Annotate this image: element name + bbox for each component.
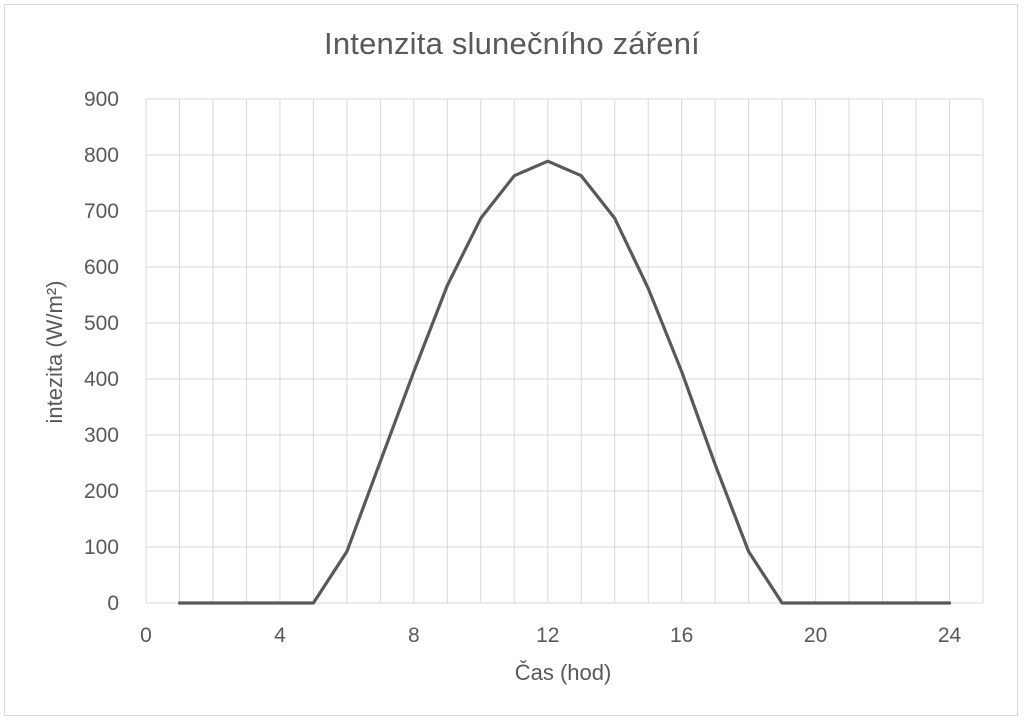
y-tick-label: 200: [84, 480, 119, 503]
y-tick-label: 600: [84, 256, 119, 279]
x-tick-label: 4: [274, 624, 286, 647]
x-tick-label: 16: [670, 624, 693, 647]
x-axis-tick-labels: 0 4 8 12 16 20 24: [140, 624, 961, 647]
x-tick-label: 12: [536, 624, 559, 647]
grid-lines: [145, 98, 984, 604]
x-tick-label: 0: [140, 624, 152, 647]
y-tick-label: 100: [84, 536, 119, 559]
y-tick-label: 700: [84, 200, 119, 223]
x-tick-label: 20: [804, 624, 827, 647]
y-tick-label: 800: [84, 144, 119, 167]
x-axis-title: Čas (hod): [515, 660, 612, 685]
y-tick-label: 500: [84, 312, 119, 335]
y-tick-label: 400: [84, 368, 119, 391]
x-tick-label: 24: [938, 624, 962, 647]
series-line: [177, 159, 952, 605]
y-tick-label: 0: [107, 592, 119, 615]
x-tick-label: 8: [408, 624, 420, 647]
series-layer: [177, 159, 952, 605]
y-tick-label: 300: [84, 424, 119, 447]
y-axis-tick-labels: 0 100 200 300 400 500 600 700 800 900: [84, 88, 119, 615]
chart-title: Intenzita slunečního záření: [324, 26, 700, 61]
y-axis-title: intezita (W/m²): [42, 281, 67, 424]
y-tick-label: 900: [84, 88, 119, 111]
